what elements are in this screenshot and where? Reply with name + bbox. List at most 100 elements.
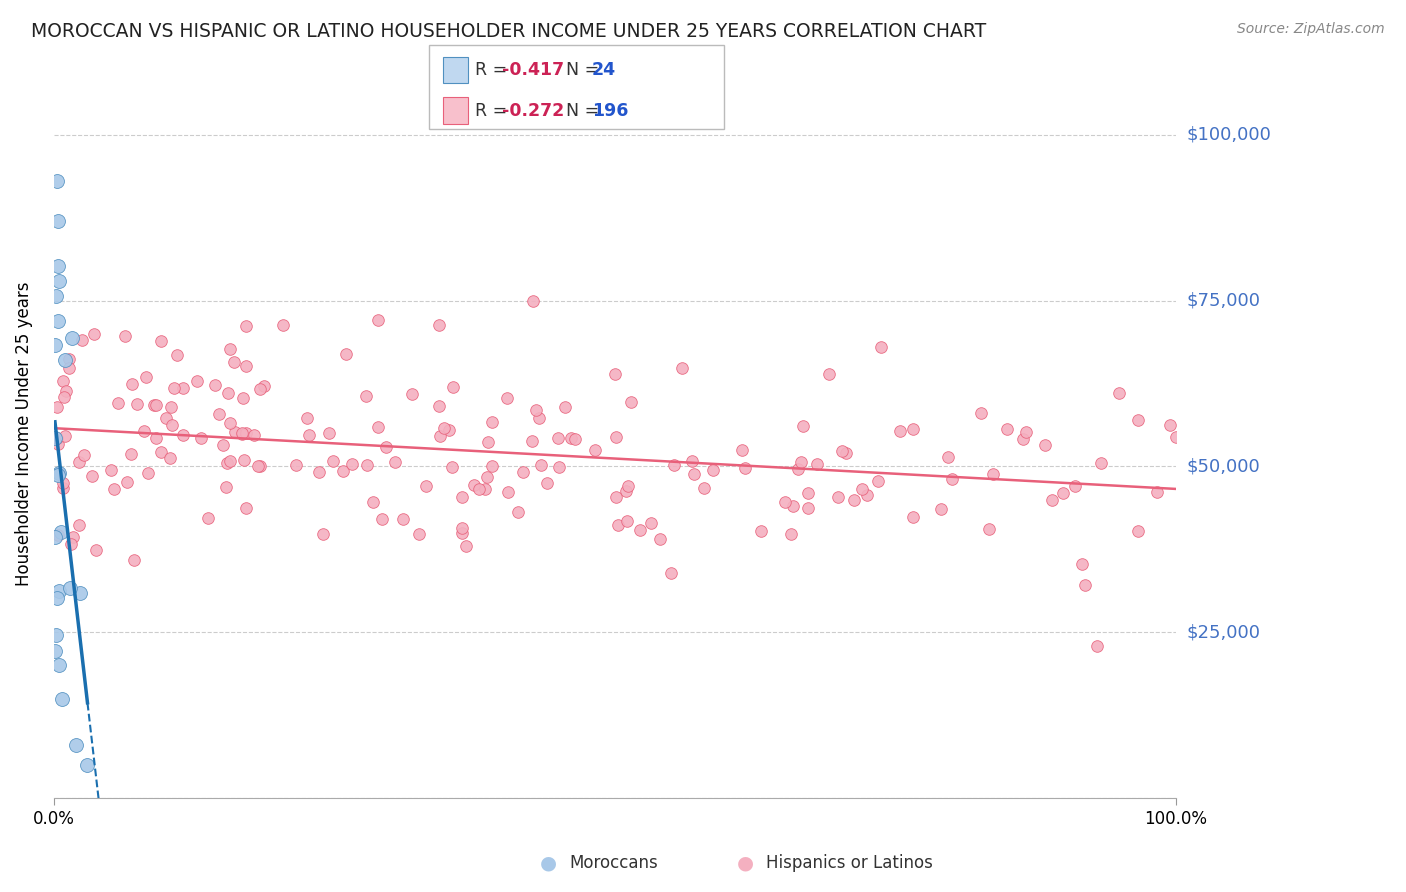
Point [671, 361, 693, 376]
Point [374, 440, 396, 454]
Point [1164, 430, 1187, 444]
Point [46, 174, 69, 188]
Text: $25,000: $25,000 [1187, 624, 1261, 641]
Point [640, 516, 662, 530]
Point [219, 343, 242, 357]
Point [401, 387, 423, 401]
Point [76, 758, 98, 772]
Point [142, 398, 165, 412]
Point [46, 528, 69, 542]
Point [730, 442, 752, 457]
Point [512, 465, 534, 479]
Point [354, 389, 377, 403]
Point [60, 331, 83, 345]
Point [48, 583, 70, 598]
Point [73, 448, 96, 462]
Point [1159, 418, 1181, 433]
Point [616, 514, 638, 528]
Point [217, 385, 239, 400]
Point [342, 457, 364, 471]
Point [204, 378, 226, 392]
Text: N =: N = [555, 102, 605, 120]
Point [477, 435, 499, 450]
Point [51, 525, 73, 540]
Text: $100,000: $100,000 [1187, 126, 1271, 144]
Point [67, 517, 90, 532]
Point [48, 658, 70, 673]
Point [46, 214, 69, 228]
Point [734, 461, 756, 475]
Point [467, 482, 489, 496]
Point [103, 482, 125, 496]
Point [903, 422, 925, 436]
Text: $75,000: $75,000 [1187, 292, 1261, 310]
Point [45, 628, 67, 642]
Point [172, 428, 194, 442]
Point [52, 476, 75, 491]
Point [443, 380, 465, 394]
Point [231, 425, 253, 440]
Point [249, 459, 271, 474]
Point [451, 490, 474, 504]
Text: N =: N = [555, 61, 605, 79]
Point [749, 524, 772, 539]
Point [48, 274, 70, 288]
Point [271, 318, 294, 332]
Point [842, 493, 865, 508]
Point [936, 450, 959, 465]
Point [308, 466, 330, 480]
Point [335, 347, 357, 361]
Text: Source: ZipAtlas.com: Source: ZipAtlas.com [1237, 22, 1385, 37]
Point [145, 431, 167, 445]
Point [605, 490, 627, 504]
Point [981, 467, 1004, 481]
Point [235, 319, 257, 334]
Point [186, 374, 208, 388]
Point [231, 427, 253, 442]
Point [136, 467, 159, 481]
Point [45, 289, 67, 303]
Point [496, 484, 519, 499]
Point [583, 442, 606, 457]
Point [522, 293, 544, 308]
Point [149, 334, 172, 348]
Text: MOROCCAN VS HISPANIC OR LATINO HOUSEHOLDER INCOME UNDER 25 YEARS CORRELATION CHA: MOROCCAN VS HISPANIC OR LATINO HOUSEHOLD… [31, 22, 986, 41]
Point [284, 458, 307, 472]
Point [84, 543, 107, 558]
Point [797, 486, 820, 500]
Point [371, 511, 394, 525]
Point [214, 480, 236, 494]
Point [249, 382, 271, 396]
Point [246, 459, 269, 474]
Point [481, 415, 503, 429]
Point [427, 318, 450, 332]
Point [322, 453, 344, 467]
Point [1146, 484, 1168, 499]
Point [107, 395, 129, 409]
Point [869, 341, 891, 355]
Point [162, 381, 184, 395]
Point [931, 501, 953, 516]
Point [548, 459, 571, 474]
Point [44, 530, 66, 544]
Point [901, 510, 924, 524]
Point [441, 459, 464, 474]
Point [554, 400, 576, 414]
Point [367, 419, 389, 434]
Point [155, 410, 177, 425]
Point [55, 429, 77, 443]
Point [69, 585, 91, 599]
Point [1085, 639, 1108, 653]
Point [681, 454, 703, 468]
Point [243, 428, 266, 442]
Point [46, 259, 69, 273]
Point [454, 540, 477, 554]
Point [135, 369, 157, 384]
Point [520, 434, 543, 449]
Point [224, 355, 246, 369]
Point [451, 521, 474, 535]
Point [547, 431, 569, 445]
Point [235, 359, 257, 374]
Point [356, 458, 378, 472]
Point [524, 403, 547, 417]
